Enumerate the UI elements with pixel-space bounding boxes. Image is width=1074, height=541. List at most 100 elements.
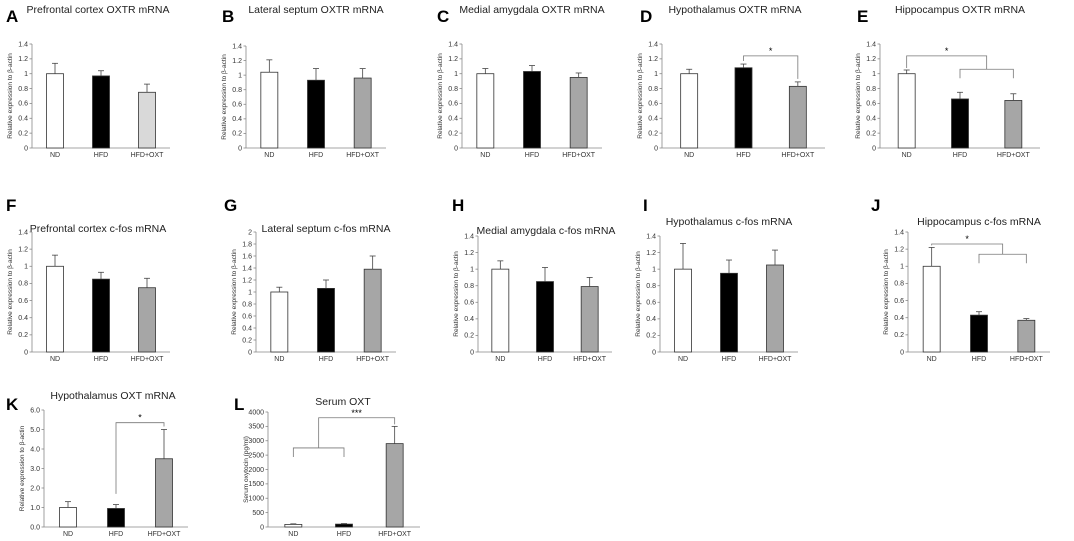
chart-title: Medial amygdala OXTR mRNA [459,4,604,16]
y-tick-label: 1 [470,266,474,273]
bar-hfd [317,287,335,353]
chart-title: Prefrontal cortex c-fos mRNA [30,223,167,235]
y-tick-label: 0 [24,145,28,152]
y-tick-label: 2.0 [30,485,40,492]
y-tick-label: 1 [24,71,28,78]
y-tick-label: 1 [652,266,656,273]
panel-K: K Hypothalamus OXT mRNA Relative expressio… [6,390,188,538]
x-tick-label: HFD+OXT [562,152,596,159]
y-tick-label: 0.6 [242,313,252,320]
y-axis-label: Relative expression to β-actin [453,251,460,337]
bar-hfd-oxt [788,85,807,149]
y-tick-label: 0.8 [242,301,252,308]
bar-nd [284,524,303,528]
y-tick-label: 0 [470,349,474,356]
x-tick-label: HFD+OXT [378,531,412,538]
chart-title: Prefrontal cortex OXTR mRNA [27,4,170,16]
panel-A: A Prefrontal cortex OXTR mRNA Relative exp… [6,4,170,159]
bar-hfd-oxt [1017,319,1036,353]
y-tick-label: 0 [652,349,656,356]
bar-hfd-oxt [363,268,382,353]
significance-bracket [743,55,799,79]
y-tick-label: 3.0 [30,466,40,473]
y-tick-label: 0.8 [232,87,242,94]
bar-nd [897,73,916,149]
bar-nd [270,291,289,353]
y-tick-label: 0.4 [866,116,876,123]
bar-hfd-oxt [353,77,372,149]
bar-hfd [536,281,554,353]
bar-nd [46,265,64,353]
y-tick-label: 0.2 [448,130,458,137]
bar-nd [674,268,692,353]
y-tick-label: 0.8 [18,86,28,93]
y-tick-label: 0 [260,524,264,531]
y-tick-label: 500 [252,510,264,517]
significance-bracket [115,422,165,494]
bar-nd [491,268,510,353]
panel-B: B Lateral septum OXTR mRNA Relative expres… [221,4,386,159]
y-tick-label: 0.4 [448,116,458,123]
chart-title: Serum OXT [315,396,371,408]
y-tick-label: 0.8 [464,283,474,290]
x-tick-label: ND [264,152,274,159]
significance-marker: * [769,46,773,56]
y-tick-label: 1 [248,289,252,296]
x-tick-label: ND [63,531,73,538]
y-tick-label: 0.4 [464,316,474,323]
bar-hfd [951,98,969,149]
panel-label: F [6,196,16,215]
panel-F: F Prefrontal cortex c-fos mRNA Relative ex… [6,196,170,363]
bar-nd [46,73,64,149]
x-tick-label: ND [927,356,937,363]
y-tick-label: 0.2 [646,333,656,340]
y-tick-label: 0.6 [464,300,474,307]
panel-I: I Hypothalamus c-fos mRNA Relative express… [635,196,798,363]
panel-E: E Hippocampus OXTR mRNA Relative expressio… [855,4,1040,159]
bar-nd [59,507,77,528]
x-tick-label: HFD [319,356,333,363]
y-tick-label: 1.2 [464,250,474,257]
x-tick-label: HFD+OXT [573,356,607,363]
y-tick-label: 1.8 [242,241,252,248]
chart-title: Hypothalamus OXTR mRNA [668,4,801,16]
y-tick-label: 0.2 [464,333,474,340]
y-tick-label: 0 [24,349,28,356]
x-tick-label: HFD [94,356,108,363]
y-tick-label: 6.0 [30,407,40,414]
bar-nd [260,71,279,149]
x-tick-label: HFD+OXT [356,356,390,363]
y-tick-label: 0.8 [646,283,656,290]
panel-label: J [871,196,880,215]
bar-hfd-oxt [569,77,588,149]
y-tick-label: 1.4 [448,41,458,48]
bar-hfd [307,79,325,149]
y-tick-label: 1 [654,71,658,78]
y-tick-label: 1.4 [894,229,904,236]
chart-title: Hypothalamus OXT mRNA [50,390,175,402]
chart-title: Hypothalamus c-fos mRNA [666,216,793,228]
panel-label: E [857,7,868,26]
x-tick-label: HFD+OXT [997,152,1031,159]
x-tick-label: ND [902,152,912,159]
y-tick-label: 1.2 [448,56,458,63]
significance-bracket [931,243,1027,264]
bar-hfd [523,71,541,149]
bar-hfd-oxt [138,287,156,353]
y-axis-label: Relative expression to β-actin [637,53,644,139]
x-tick-label: HFD [309,152,323,159]
bar-nd [476,73,495,149]
bar-hfd [92,278,110,353]
y-tick-label: 1.4 [242,265,252,272]
x-tick-label: HFD [953,152,967,159]
y-tick-label: 0.4 [648,116,658,123]
y-tick-label: 0.2 [866,130,876,137]
x-tick-label: HFD [337,531,351,538]
y-tick-label: 0 [654,145,658,152]
y-axis-label: Relative expression to β-actin [221,54,228,140]
y-tick-label: 0 [872,145,876,152]
y-tick-label: 0.6 [448,101,458,108]
y-tick-label: 2000 [248,467,264,474]
